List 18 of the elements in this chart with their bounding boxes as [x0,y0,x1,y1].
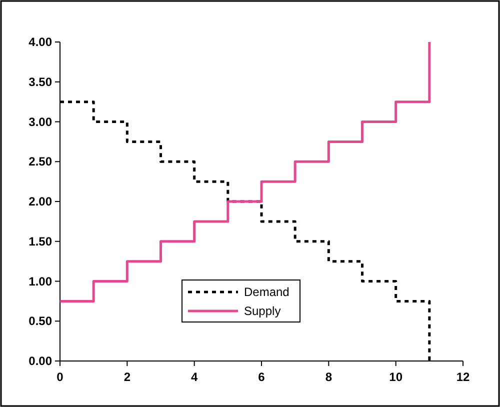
y-tick-label: 1.00 [28,274,52,288]
y-tick-label: 3.00 [28,114,52,129]
x-tick-label: 0 [56,370,64,384]
x-tick-label: 6 [258,370,266,384]
x-tick-label: 10 [389,370,403,384]
x-tick-label: 4 [190,370,198,384]
x-tick-label: 8 [325,370,332,384]
x-tick-label: 2 [124,370,131,384]
y-tick-label: 2.50 [28,154,52,169]
legend-label: Supply [244,304,281,318]
y-tick-label: 3.50 [28,74,52,89]
y-tick-label: 4.00 [28,35,52,49]
x-tick-label: 12 [456,370,470,384]
legend-label: Demand [244,285,290,299]
y-tick-label: 2.00 [28,194,52,208]
y-tick-label: 1.50 [28,234,52,248]
y-tick-label: 0.50 [28,314,52,328]
y-tick-label: 0.00 [28,354,52,368]
